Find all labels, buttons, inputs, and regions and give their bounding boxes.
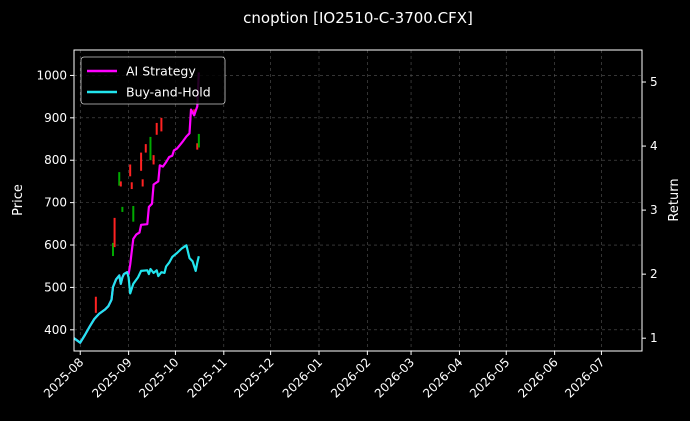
y2-tick-label: 1 [650, 331, 658, 345]
series-lines [73, 72, 200, 344]
y-tick-label: 400 [44, 323, 67, 337]
y2-tick-label: 3 [650, 203, 658, 217]
plot-frame [73, 49, 643, 352]
y2-tick-label: 2 [650, 267, 658, 281]
series-line-buy-and-hold [73, 244, 200, 344]
y2-axis-label: Return [667, 178, 682, 221]
y-tick-label: 500 [44, 280, 67, 294]
candles [94, 109, 200, 313]
y-tick-label: 900 [44, 111, 67, 125]
legend: AI Strategy Buy-and-Hold [80, 56, 226, 105]
y-tick-label: 1000 [36, 68, 67, 82]
y-axis-label: Price [11, 184, 26, 216]
y-tick-label: 800 [44, 153, 67, 167]
y2-tick-label: 4 [650, 139, 658, 153]
chart-title: cnoption [IO2510-C-3700.CFX] [243, 9, 473, 27]
legend-label: Buy-and-Hold [126, 85, 211, 100]
y2-axis-ticks: 1 2 3 4 5 [642, 75, 658, 345]
y2-tick-label: 5 [650, 75, 658, 89]
y-axis-ticks: 400 500 600 700 800 900 1000 [36, 68, 74, 337]
y-tick-label: 600 [44, 238, 67, 252]
legend-label: AI Strategy [126, 64, 196, 79]
y-tick-label: 700 [44, 196, 67, 210]
